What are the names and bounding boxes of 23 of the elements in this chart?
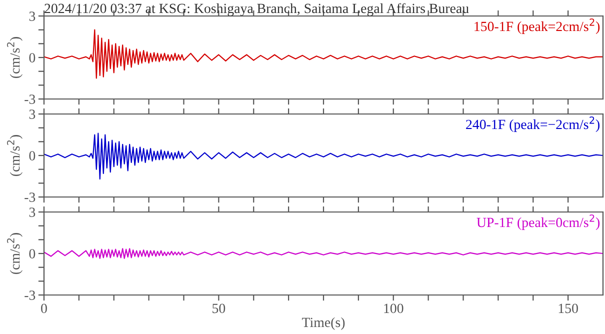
y-tick-label: 0 [29, 249, 36, 258]
x-tick-label: 0 [41, 304, 47, 314]
series-label: 150-1F (peak=2cm/s$^{2}$) [474, 18, 600, 34]
y-tick-label: 3 [29, 208, 36, 217]
x-tick-label: 50 [212, 304, 226, 314]
x-tick-label: 150 [558, 304, 578, 314]
x-axis-title: Time(s) [302, 317, 345, 330]
y-tick-label: 0 [29, 151, 36, 160]
x-tick-label: 100 [384, 304, 404, 314]
line-series [44, 132, 603, 180]
series-label: UP-1F (peak=0cm/s$^{2}$) [476, 214, 600, 230]
line-series [44, 248, 603, 259]
y-axis-title: (cm/s$^{2}$) [7, 37, 23, 78]
y-axis-title: (cm/s$^{2}$) [7, 135, 23, 176]
y-tick-label: -3 [24, 94, 36, 104]
y-tick-label: 0 [29, 53, 36, 62]
y-tick-label: 3 [29, 12, 36, 21]
y-tick-label: -3 [24, 192, 36, 202]
y-tick-label: -3 [24, 290, 36, 300]
series-label: 240-1F (peak=−2cm/s$^{2}$) [466, 116, 600, 132]
y-tick-label: 3 [29, 110, 36, 119]
chart-title: 2024/11/20 03:37 at KSG: Koshigaya Branch, Saitama Legal Affairs Bureau [44, 3, 469, 16]
y-axis-title: (cm/s$^{2}$) [7, 233, 23, 274]
